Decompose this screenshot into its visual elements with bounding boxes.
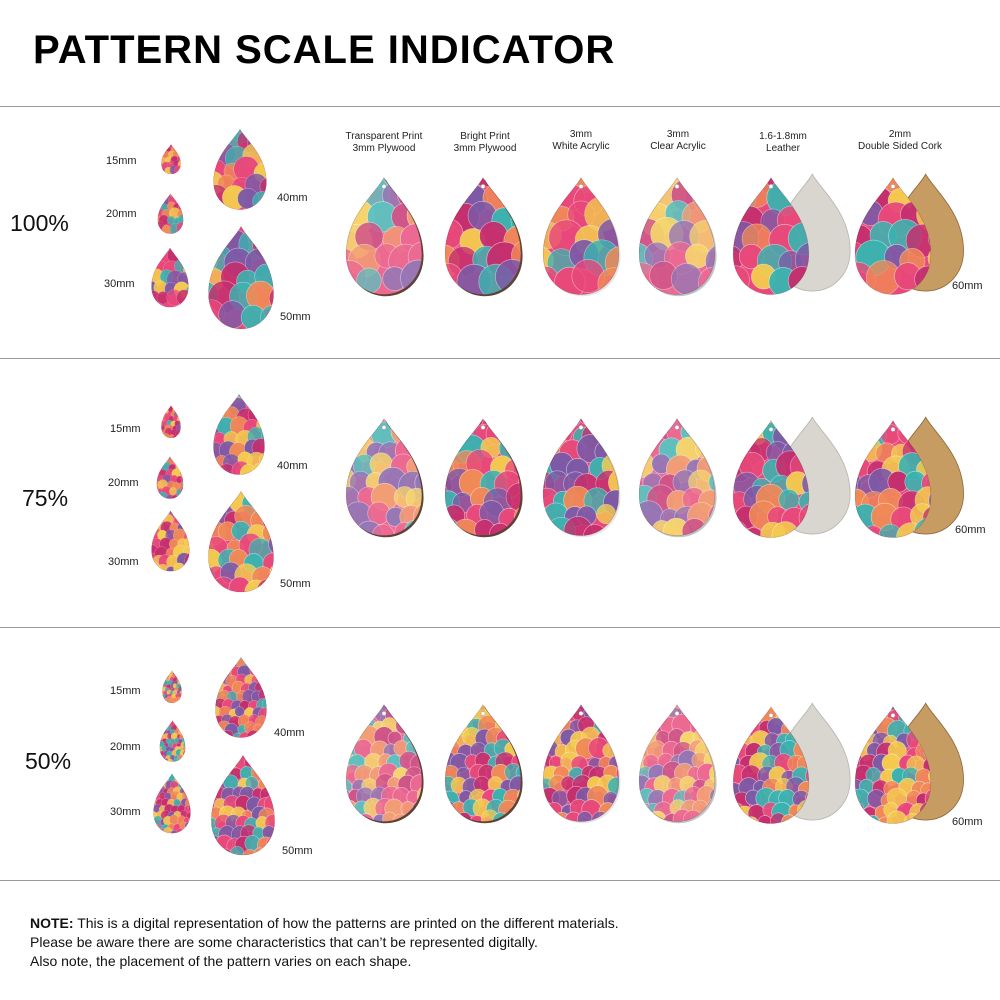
material-label-transparent-plywood: Transparent Print 3mm Plywood (345, 131, 423, 154)
scale-label-75: 75% (22, 485, 69, 511)
note-line-3: Also note, the placement of the pattern … (30, 953, 412, 969)
teardrop-50mm (207, 754, 279, 858)
teardrop-20mm (156, 193, 185, 235)
material-label-leather: 1.6-1.8mm Leather (759, 131, 807, 154)
size-label-40mm: 40mm (277, 192, 308, 204)
teardrop-15mm (160, 144, 182, 175)
teardrop-50mm (204, 490, 278, 595)
size-label-30mm: 30mm (110, 806, 141, 818)
material-label-cork: 2mm Double Sided Cork (858, 129, 942, 152)
teardrop-transparent-plywood (341, 703, 427, 825)
size-label-50mm: 50mm (280, 311, 311, 323)
teardrop-leather (728, 416, 851, 541)
divider-2 (0, 627, 1000, 628)
size-label-30mm: 30mm (104, 278, 135, 290)
teardrop-transparent-plywood (341, 417, 427, 539)
teardrop-white-acrylic (538, 176, 624, 298)
teardrop-30mm (149, 247, 191, 309)
teardrop-20mm (155, 456, 185, 500)
teardrop-15mm (160, 405, 182, 439)
teardrop-clear-acrylic (634, 703, 720, 825)
teardrop-leather (728, 173, 851, 298)
note-line-2: Please be aware there are some character… (30, 934, 538, 950)
teardrop-cork (850, 173, 964, 298)
size-label-15mm: 15mm (110, 423, 141, 435)
scale-label-50: 50% (25, 748, 72, 774)
size-label-60mm: 60mm (952, 280, 983, 292)
teardrop-40mm (210, 128, 270, 212)
teardrop-white-acrylic (538, 703, 624, 825)
size-label-20mm: 20mm (106, 208, 137, 220)
size-label-40mm: 40mm (277, 460, 308, 472)
note-label: NOTE: (30, 915, 74, 931)
teardrop-30mm (151, 773, 193, 835)
page-title: PATTERN SCALE INDICATOR (33, 28, 616, 72)
size-label-50mm: 50mm (280, 578, 311, 590)
divider-top (0, 106, 1000, 107)
teardrop-50mm (204, 225, 278, 332)
material-label-bright-plywood: Bright Print 3mm Plywood (453, 131, 517, 154)
divider-1 (0, 358, 1000, 359)
teardrop-40mm (210, 393, 268, 477)
teardrop-30mm (149, 510, 192, 573)
size-label-30mm: 30mm (108, 556, 139, 568)
size-label-60mm: 60mm (955, 524, 986, 536)
teardrop-15mm (161, 670, 183, 704)
note-line-1: This is a digital representation of how … (73, 915, 619, 931)
size-label-40mm: 40mm (274, 727, 305, 739)
teardrop-bright-plywood (440, 176, 526, 298)
teardrop-20mm (158, 720, 187, 763)
teardrop-40mm (212, 656, 270, 740)
footer-note: NOTE: This is a digital representation o… (30, 914, 970, 971)
teardrop-clear-acrylic (634, 176, 720, 298)
teardrop-bright-plywood (440, 703, 526, 825)
size-label-15mm: 15mm (110, 685, 141, 697)
teardrop-bright-plywood (440, 417, 526, 539)
teardrop-transparent-plywood (341, 176, 427, 298)
teardrop-cork (850, 416, 964, 541)
scale-label-100: 100% (10, 210, 69, 236)
material-label-white-acrylic: 3mm White Acrylic (552, 129, 610, 152)
size-label-15mm: 15mm (106, 155, 137, 167)
size-label-60mm: 60mm (952, 816, 983, 828)
size-label-50mm: 50mm (282, 845, 313, 857)
material-label-clear-acrylic: 3mm Clear Acrylic (650, 129, 706, 152)
size-label-20mm: 20mm (110, 741, 141, 753)
teardrop-cork (850, 702, 964, 827)
teardrop-leather (728, 702, 851, 827)
teardrop-white-acrylic (538, 417, 624, 539)
divider-bottom (0, 880, 1000, 881)
size-label-20mm: 20mm (108, 477, 139, 489)
teardrop-clear-acrylic (634, 417, 720, 539)
